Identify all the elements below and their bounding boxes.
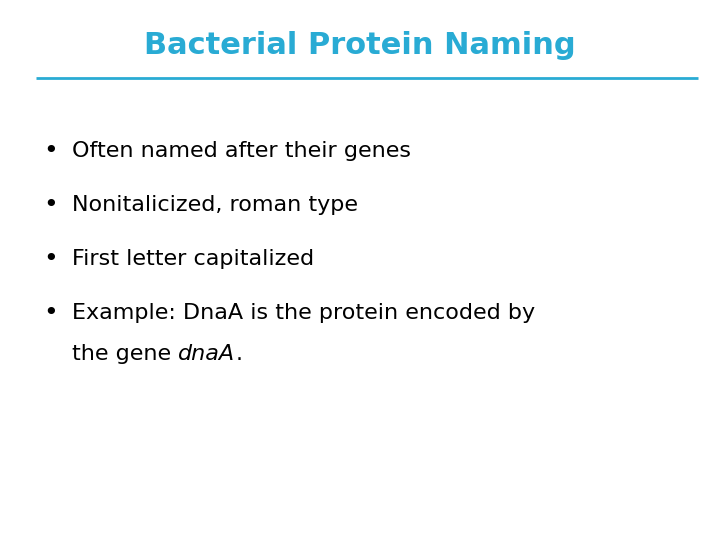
Text: .: . — [235, 343, 243, 364]
Text: Bacterial Protein Naming: Bacterial Protein Naming — [144, 31, 576, 60]
Text: •: • — [43, 247, 58, 271]
Text: dnaA: dnaA — [179, 343, 235, 364]
Text: First letter capitalized: First letter capitalized — [72, 249, 314, 269]
Text: •: • — [43, 193, 58, 217]
Text: •: • — [43, 301, 58, 325]
Text: the gene: the gene — [72, 343, 179, 364]
Text: •: • — [43, 139, 58, 163]
Text: Nonitalicized, roman type: Nonitalicized, roman type — [72, 195, 358, 215]
Text: Example: DnaA is the protein encoded by: Example: DnaA is the protein encoded by — [72, 303, 535, 323]
Text: Often named after their genes: Often named after their genes — [72, 141, 411, 161]
